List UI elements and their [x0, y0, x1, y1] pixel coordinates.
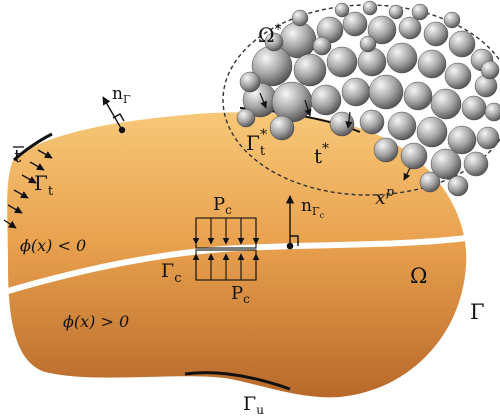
particle-sphere — [368, 74, 404, 110]
domain-body — [7, 112, 467, 398]
label-n-gamma-c: nΓc — [301, 196, 325, 220]
particle-sphere — [403, 81, 433, 111]
particle-sphere — [239, 71, 261, 93]
particle-sphere — [480, 60, 500, 80]
particle-sphere — [463, 151, 489, 177]
particle-sphere — [310, 84, 342, 116]
particle-sphere — [443, 11, 461, 29]
particle-sphere — [447, 175, 469, 197]
particle-sphere — [293, 53, 327, 87]
particle-sphere — [326, 46, 358, 78]
particle-sphere — [341, 77, 371, 107]
traction-arrows — [3, 149, 53, 229]
particle-sphere — [484, 102, 500, 122]
particle-sphere — [400, 142, 428, 170]
label-x-p: xp — [375, 185, 395, 209]
label-omega-star: Ω* — [258, 22, 282, 47]
particle-sphere — [430, 88, 462, 120]
particle-sphere — [367, 15, 397, 45]
particle-sphere — [448, 30, 476, 58]
particle-sphere — [357, 47, 387, 77]
particle-sphere — [447, 125, 477, 155]
cohesive-pressure-box — [192, 217, 260, 281]
label-phi-negative: ϕ(x) < 0 — [20, 236, 86, 255]
particle-domain-boundary — [222, 4, 500, 196]
particle-sphere — [334, 2, 350, 18]
particle-sphere — [461, 95, 487, 121]
particle-sphere — [359, 35, 377, 53]
particle-sphere — [398, 16, 422, 40]
particle-sphere — [373, 137, 399, 163]
particle-sphere — [417, 49, 447, 79]
particle-sphere — [416, 116, 448, 148]
particle-cluster — [236, 0, 500, 197]
particle-sphere — [388, 4, 404, 20]
particle-sphere — [312, 36, 332, 56]
particle-sphere — [444, 62, 472, 90]
particle-sphere — [419, 171, 441, 193]
particle-sphere — [386, 42, 418, 74]
particle-sphere — [236, 108, 256, 128]
particle-sphere — [291, 9, 309, 27]
normal-n-gamma-c — [285, 195, 299, 250]
label-gamma-t-star: Γt* — [246, 127, 267, 159]
label-p-c-top: Pc — [213, 194, 232, 217]
label-n-gamma: nΓ — [112, 84, 131, 106]
particle-sphere — [362, 0, 378, 16]
label-p-c-bottom: Pc — [231, 283, 250, 306]
particle-sphere — [342, 11, 368, 37]
particle-sphere — [264, 32, 284, 52]
label-gamma-t: Γt — [34, 171, 54, 199]
label-gamma-c: Γc — [161, 260, 181, 286]
label-gamma-u: Γu — [243, 393, 264, 417]
particle-sphere — [430, 148, 462, 180]
particle-sphere — [269, 115, 295, 141]
particle-sphere — [359, 109, 385, 135]
label-phi-positive: ϕ(x) > 0 — [63, 312, 129, 331]
normal-n-gamma — [102, 96, 126, 134]
label-t-star: t* — [314, 141, 329, 168]
particle-sphere — [329, 111, 355, 137]
particle-sphere — [476, 126, 500, 150]
label-omega: Ω — [410, 264, 427, 288]
label-gamma: Γ — [470, 300, 485, 324]
contact-traction-arrows — [259, 92, 411, 181]
particle-sphere — [387, 111, 417, 141]
gamma-t-boundary — [12, 132, 53, 162]
label-t-bar: t — [14, 146, 22, 167]
gamma-u-boundary — [184, 371, 291, 391]
particle-sphere — [423, 21, 449, 47]
particle-sphere — [411, 3, 429, 21]
